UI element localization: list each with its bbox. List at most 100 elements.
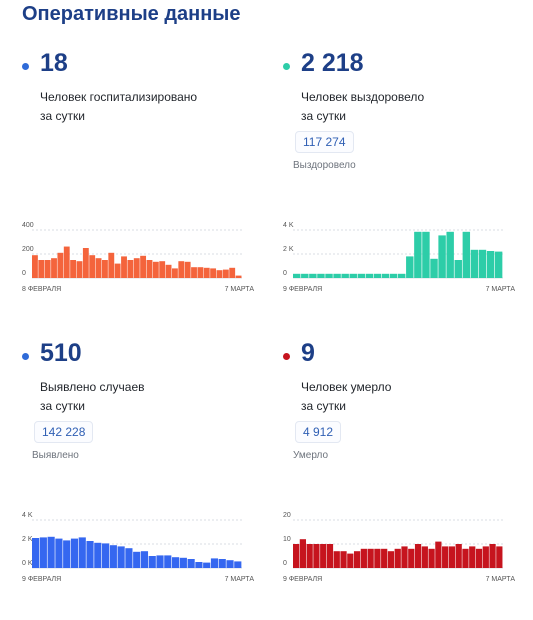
chart-bar[interactable] bbox=[422, 231, 430, 278]
chart-bar[interactable] bbox=[55, 538, 63, 568]
chart-bar[interactable] bbox=[430, 258, 438, 278]
chart-bar[interactable] bbox=[320, 544, 327, 568]
chart-bar[interactable] bbox=[89, 255, 96, 278]
chart-bar[interactable] bbox=[401, 546, 408, 568]
chart-bar[interactable] bbox=[140, 551, 149, 568]
chart-bar[interactable] bbox=[301, 273, 309, 278]
chart-bar[interactable] bbox=[152, 261, 159, 278]
chart-bar[interactable] bbox=[438, 235, 446, 278]
chart-bar[interactable] bbox=[47, 536, 55, 568]
chart-bar[interactable] bbox=[210, 558, 219, 568]
chart-bar[interactable] bbox=[435, 541, 442, 568]
chart-bar[interactable] bbox=[121, 256, 127, 278]
chart-bar[interactable] bbox=[210, 268, 217, 278]
chart-bar[interactable] bbox=[178, 261, 185, 278]
chart-bar[interactable] bbox=[159, 261, 166, 278]
chart-bar[interactable] bbox=[475, 548, 483, 568]
chart-bar[interactable] bbox=[117, 546, 125, 568]
chart-bar[interactable] bbox=[398, 273, 406, 278]
chart-bar[interactable] bbox=[172, 557, 180, 568]
chart-bar[interactable] bbox=[133, 551, 141, 568]
chart-bar[interactable] bbox=[462, 231, 471, 278]
chart-bar[interactable] bbox=[226, 560, 234, 568]
chart-bar[interactable] bbox=[470, 249, 479, 278]
chart-bar[interactable] bbox=[38, 260, 45, 278]
chart-bar[interactable] bbox=[347, 553, 354, 568]
chart-bar[interactable] bbox=[234, 561, 242, 568]
chart-bar[interactable] bbox=[63, 540, 71, 568]
chart-bar[interactable] bbox=[63, 246, 70, 278]
chart-bar[interactable] bbox=[326, 544, 334, 568]
chart-bar[interactable] bbox=[455, 544, 462, 568]
chart-bar[interactable] bbox=[32, 538, 40, 568]
chart-bar[interactable] bbox=[114, 263, 121, 278]
chart-bar[interactable] bbox=[222, 269, 229, 278]
chart-bar[interactable] bbox=[229, 267, 236, 278]
chart-bar[interactable] bbox=[454, 260, 462, 278]
chart-bar[interactable] bbox=[293, 273, 301, 278]
chart-bar[interactable] bbox=[381, 273, 390, 278]
chart-bar[interactable] bbox=[313, 544, 320, 568]
chart-bar[interactable] bbox=[195, 562, 203, 568]
chart-bar[interactable] bbox=[70, 260, 77, 278]
chart-bar[interactable] bbox=[428, 548, 435, 568]
chart-bar[interactable] bbox=[216, 270, 223, 278]
chart-bar[interactable] bbox=[462, 548, 469, 568]
chart-bar[interactable] bbox=[95, 258, 102, 278]
chart-bar[interactable] bbox=[389, 273, 398, 278]
chart-bar[interactable] bbox=[387, 551, 395, 568]
cases-total-badge[interactable]: 142 228 bbox=[34, 421, 94, 443]
chart-bar[interactable] bbox=[381, 548, 388, 568]
chart-bar[interactable] bbox=[184, 261, 191, 278]
chart-bar[interactable] bbox=[367, 548, 374, 568]
chart-bar[interactable] bbox=[146, 260, 153, 278]
chart-bar[interactable] bbox=[133, 258, 140, 278]
recovered-total-badge[interactable]: 117 274 bbox=[295, 131, 354, 153]
chart-bar[interactable] bbox=[446, 231, 454, 278]
chart-bar[interactable] bbox=[333, 273, 341, 278]
chart-bar[interactable] bbox=[325, 273, 333, 278]
chart-bar[interactable] bbox=[478, 249, 487, 278]
chart-bar[interactable] bbox=[140, 255, 147, 278]
chart-bar[interactable] bbox=[373, 273, 382, 278]
chart-bar[interactable] bbox=[394, 548, 401, 568]
deaths-total-badge[interactable]: 4 912 bbox=[295, 421, 342, 443]
chart-bar[interactable] bbox=[102, 260, 108, 278]
chart-bar[interactable] bbox=[148, 556, 156, 568]
chart-bar[interactable] bbox=[317, 273, 325, 278]
chart-bar[interactable] bbox=[108, 252, 115, 278]
chart-bar[interactable] bbox=[341, 273, 349, 278]
chart-bar[interactable] bbox=[94, 542, 102, 568]
chart-bar[interactable] bbox=[76, 261, 83, 278]
chart-bar[interactable] bbox=[78, 537, 86, 568]
chart-bar[interactable] bbox=[442, 546, 449, 568]
chart-bar[interactable] bbox=[406, 256, 414, 278]
chart-bar[interactable] bbox=[340, 551, 347, 568]
chart-bar[interactable] bbox=[156, 555, 164, 568]
chart-bar[interactable] bbox=[299, 539, 307, 568]
chart-bar[interactable] bbox=[309, 273, 317, 278]
chart-bar[interactable] bbox=[482, 546, 489, 568]
chart-bar[interactable] bbox=[187, 559, 195, 568]
chart-bar[interactable] bbox=[496, 546, 503, 568]
chart-bar[interactable] bbox=[203, 267, 210, 278]
chart-bar[interactable] bbox=[374, 548, 381, 568]
chart-bar[interactable] bbox=[421, 546, 428, 568]
chart-bar[interactable] bbox=[494, 251, 503, 278]
chart-bar[interactable] bbox=[353, 551, 361, 568]
chart-bar[interactable] bbox=[469, 546, 476, 568]
chart-bar[interactable] bbox=[203, 562, 211, 568]
chart-bar[interactable] bbox=[70, 538, 79, 568]
chart-bar[interactable] bbox=[179, 557, 187, 568]
chart-bar[interactable] bbox=[357, 273, 366, 278]
chart-bar[interactable] bbox=[125, 548, 133, 568]
chart-bar[interactable] bbox=[218, 559, 226, 568]
chart-bar[interactable] bbox=[489, 544, 496, 568]
chart-bar[interactable] bbox=[365, 273, 374, 278]
chart-bar[interactable] bbox=[349, 273, 357, 278]
chart-bar[interactable] bbox=[408, 548, 415, 568]
chart-bar[interactable] bbox=[44, 260, 51, 278]
chart-bar[interactable] bbox=[82, 248, 89, 278]
chart-bar[interactable] bbox=[86, 541, 94, 568]
chart-bar[interactable] bbox=[293, 544, 300, 568]
